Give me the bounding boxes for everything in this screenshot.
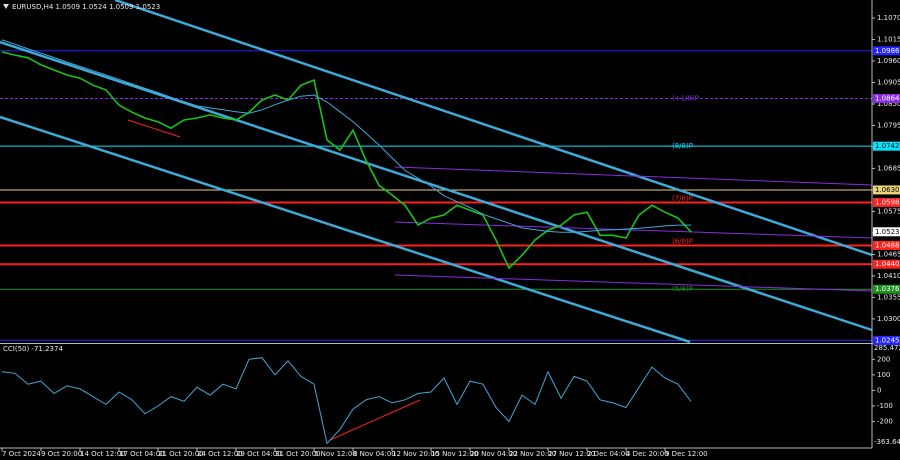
plot bbox=[1, 39, 692, 445]
price-tag bbox=[873, 197, 900, 207]
y-tick-label: 1.0905 bbox=[877, 78, 900, 86]
price-tag bbox=[873, 93, 900, 103]
y-tick-label: 1.0795 bbox=[877, 121, 900, 129]
y-tick-label: 200 bbox=[877, 355, 890, 363]
y-tick-label: 1.0850 bbox=[877, 100, 900, 108]
price-tag-label: 1.0864 bbox=[875, 94, 900, 102]
price-tag-label: 1.0440 bbox=[875, 260, 900, 268]
title-icon bbox=[3, 4, 9, 9]
price-tag bbox=[873, 240, 900, 250]
x-tick-label: 5 Nov 12:00 bbox=[314, 450, 357, 458]
y-tick-label: 1.0960 bbox=[877, 57, 900, 65]
y-tick-label: 1.0685 bbox=[877, 164, 900, 172]
price-tag bbox=[873, 259, 900, 269]
price-tag-label: 1.0742 bbox=[875, 142, 900, 150]
last-price-label: 1.0523 bbox=[875, 228, 900, 236]
trend-line bbox=[394, 274, 873, 292]
y-tick-label: -200 bbox=[877, 418, 893, 426]
y-range-label: -363.641 bbox=[874, 438, 900, 446]
x-tick-label: 15 Nov 12:00 bbox=[431, 450, 478, 458]
trend-line bbox=[394, 166, 873, 186]
x-tick-label: 12 Nov 20:00 bbox=[392, 450, 439, 458]
x-tick-label: 24 Oct 12:00 bbox=[197, 450, 243, 458]
y-tick-label: -100 bbox=[877, 402, 893, 410]
price-tag bbox=[873, 284, 900, 294]
indicator-title: CCI(50) -71.2374 bbox=[3, 345, 63, 353]
y-tick-label: 0 bbox=[877, 386, 881, 394]
x-tick-label: 8 Nov 04:00 bbox=[353, 450, 396, 458]
x-tick-label: 31 Oct 20:00 bbox=[275, 450, 321, 458]
last-price-tag bbox=[873, 227, 900, 237]
y-tick-label: 1.0355 bbox=[877, 293, 900, 301]
price-tag-label: 1.0986 bbox=[875, 47, 900, 55]
trend-line bbox=[394, 221, 873, 239]
price-tag-label: 1.0598 bbox=[875, 198, 900, 206]
price-tag bbox=[873, 141, 900, 151]
price-tag bbox=[873, 335, 900, 345]
y-tick-label: 1.1015 bbox=[877, 35, 900, 43]
x-tick-label: 9 Dec 12:00 bbox=[665, 450, 708, 458]
y-tick-label: 1.0465 bbox=[877, 250, 900, 258]
y-tick-label: 1.1070 bbox=[877, 14, 900, 22]
price-tag-label: 1.0376 bbox=[875, 285, 900, 293]
price-line bbox=[1, 357, 692, 445]
chart-title: EURUSD,H4 1.0509 1.0524 1.0509 1.0523 bbox=[12, 3, 160, 11]
channel-line bbox=[0, 115, 691, 344]
x-tick-label: 29 Oct 04:00 bbox=[236, 450, 282, 458]
x-tick-label: 7 Oct 2024 bbox=[2, 450, 41, 458]
divergence-line bbox=[329, 399, 421, 441]
x-tick-label: 14 Oct 12:00 bbox=[80, 450, 126, 458]
x-tick-label: 9 Oct 20:00 bbox=[41, 450, 82, 458]
x-tick-label: 4 Dec 20:00 bbox=[626, 450, 669, 458]
price-tag bbox=[873, 46, 900, 56]
price-tag-label: 1.0630 bbox=[875, 186, 900, 194]
divergence-line bbox=[127, 119, 181, 138]
x-tick-label: 21 Oct 20:00 bbox=[158, 450, 204, 458]
channel-line bbox=[114, 0, 873, 257]
y-tick-label: 1.0410 bbox=[877, 272, 900, 280]
price-tag-label: 1.0245 bbox=[875, 336, 900, 344]
level-label: (7/8)P bbox=[672, 194, 693, 202]
x-tick-label: 27 Nov 12:00 bbox=[548, 450, 595, 458]
x-tick-label: 20 Nov 04:00 bbox=[470, 450, 517, 458]
y-tick-label: 100 bbox=[877, 371, 890, 379]
y-tick-label: 1.0575 bbox=[877, 207, 900, 215]
level-label: (5/8)P bbox=[672, 285, 693, 293]
channel-line bbox=[0, 40, 873, 332]
price-line bbox=[1, 39, 691, 233]
y-range-label: 285.4725 bbox=[874, 344, 900, 352]
x-tick-label: 22 Nov 20:00 bbox=[509, 450, 556, 458]
price-tag-label: 1.0488 bbox=[875, 241, 900, 249]
axes: 1.1070 1.1015 1.0960 1.0905 1.0850 1.0795 1.07… bbox=[1, 14, 900, 458]
level-label: (8/8)P bbox=[672, 142, 693, 150]
level-label: (+1/8)P bbox=[672, 94, 699, 102]
levels: (+1/8)P (8/8)P (7/8)P (6/8)P (5/8)P bbox=[0, 50, 872, 341]
price-line bbox=[1, 51, 692, 270]
price-tag bbox=[873, 185, 900, 195]
x-tick-label: 2 Dec 04:00 bbox=[587, 450, 630, 458]
y-tick-label: 1.0300 bbox=[877, 315, 900, 323]
x-tick-label: 17 Oct 04:00 bbox=[119, 450, 165, 458]
level-label: (6/8)P bbox=[672, 237, 693, 245]
